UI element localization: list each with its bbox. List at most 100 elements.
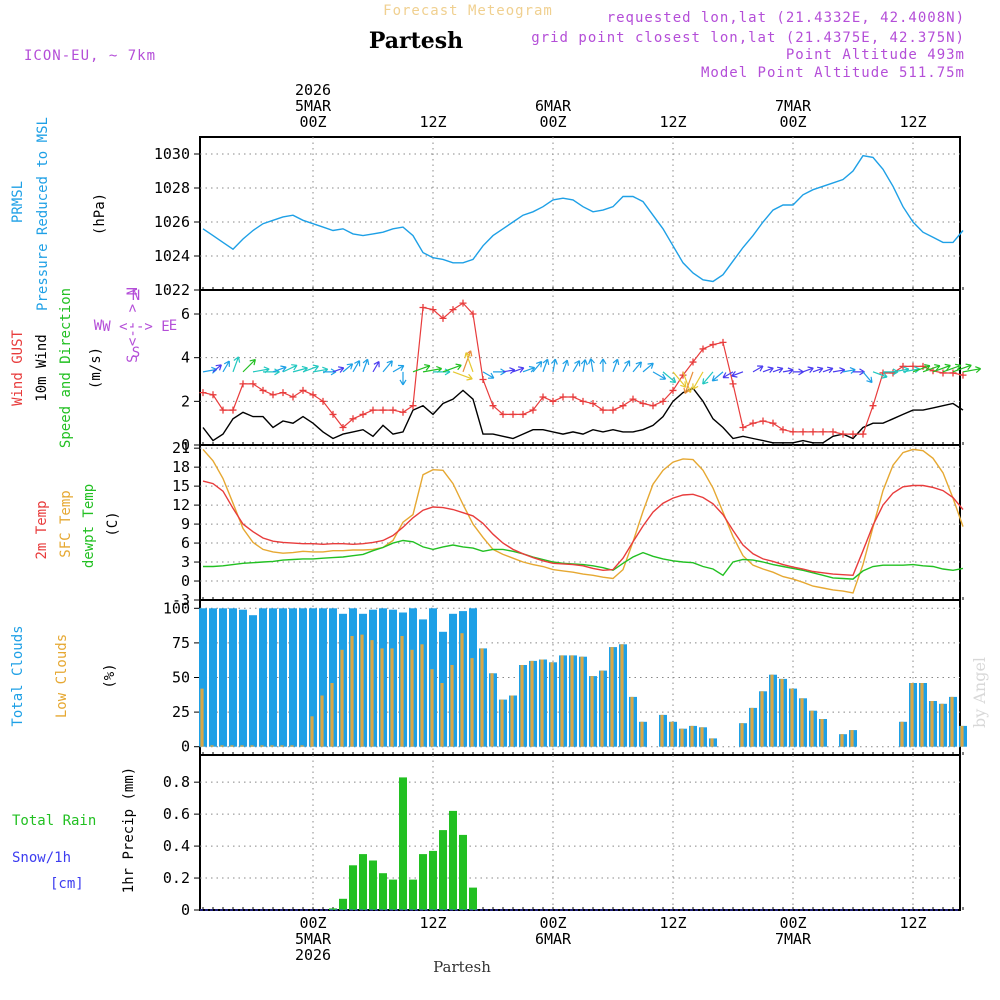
panel-gridlines — [200, 137, 960, 910]
low-cloud-bar — [540, 659, 544, 747]
low-cloud-bar — [480, 648, 484, 747]
low-cloud-bar — [700, 727, 704, 747]
wind-direction-arrow — [522, 365, 536, 373]
low-cloud-bar — [320, 695, 324, 747]
y-tick-label: 25 — [172, 703, 190, 721]
point-altitude: Point Altitude 493m — [786, 47, 965, 63]
wind-direction-arrow — [550, 358, 558, 372]
low-cloud-bar — [440, 683, 444, 747]
gust-marker — [689, 358, 697, 366]
total-cloud-bar — [269, 608, 277, 747]
low-cloud-bar — [450, 665, 454, 747]
time-label-top: 6MAR — [535, 97, 572, 115]
wind-direction-arrow — [562, 359, 569, 373]
wind-direction-arrow — [912, 364, 931, 373]
wind-direction-arrow — [642, 362, 654, 373]
wind-direction-arrow — [412, 364, 431, 373]
y-tick-label: 9 — [181, 515, 190, 533]
wind-direction-arrow — [711, 371, 724, 382]
total-cloud-bar — [319, 608, 327, 747]
gust-marker — [859, 430, 867, 438]
rain-bar — [339, 898, 347, 910]
total-cloud-bar — [259, 608, 267, 747]
gust-marker — [599, 406, 607, 414]
wind-direction-arrow — [622, 360, 631, 373]
wind-direction-arrow — [222, 360, 230, 373]
low-cloud-bar — [530, 660, 534, 747]
gust-marker — [309, 391, 317, 399]
total-cloud-bar — [239, 609, 247, 747]
gust-marker — [509, 410, 517, 418]
grid-point-coords: grid point closest lon,lat (21.4375E, 42… — [531, 30, 965, 46]
wind-direction-arrow — [272, 365, 287, 373]
wind-direction-arrow — [342, 363, 354, 373]
gust-marker — [319, 397, 327, 405]
low-cloud-bar — [590, 676, 594, 747]
wind-direction-arrow — [588, 358, 595, 372]
gust-marker — [379, 406, 387, 414]
y-tick-label: 0 — [181, 901, 190, 919]
wind-direction-arrow — [752, 365, 764, 373]
wind-speed-line — [202, 387, 964, 444]
wind-direction-arrow — [502, 367, 516, 375]
gust-marker — [269, 391, 277, 399]
gust-marker — [829, 428, 837, 436]
low-cloud-bar — [210, 745, 214, 747]
gust-marker — [429, 306, 437, 314]
total-cloud-bar — [209, 608, 217, 747]
wind-direction-arrow — [212, 364, 222, 373]
wind-direction-arrow — [702, 371, 714, 385]
gust-marker — [359, 410, 367, 418]
gust-marker — [709, 341, 717, 349]
rain-bar — [389, 879, 397, 910]
gust-marker — [559, 393, 567, 401]
time-label-top: 12Z — [899, 113, 926, 131]
gust-marker — [489, 402, 497, 410]
wind-direction-arrow — [942, 363, 962, 373]
gust-marker — [419, 303, 427, 311]
low-cloud-bar — [630, 696, 634, 747]
gust-marker — [339, 424, 347, 432]
low-cloud-bar — [460, 633, 464, 747]
gust-marker — [849, 430, 857, 438]
gust-marker — [939, 369, 947, 377]
low-cloud-bar — [640, 721, 644, 747]
time-label-top: 00Z — [299, 113, 326, 131]
requested-coords: requested lon,lat (21.4332E, 42.4008N) — [607, 10, 965, 26]
gust-marker — [299, 386, 307, 394]
gust-marker — [699, 345, 707, 353]
gust-marker — [589, 400, 597, 408]
model-point-altitude: Model Point Altitude 511.75m — [701, 65, 965, 81]
chart-marks — [199, 154, 982, 911]
wind-direction-arrow — [812, 366, 824, 374]
watermark: by Angel — [970, 657, 989, 728]
gust-marker — [649, 402, 657, 410]
compass-label-south: S — [132, 345, 140, 361]
y-tick-label: 1028 — [154, 179, 190, 197]
y-tick-label: 0.2 — [163, 869, 190, 887]
panel-frame — [199, 754, 961, 911]
label-wind-gust: Wind GUST — [10, 330, 26, 406]
label-sfc-temp: SFC Temp — [58, 490, 74, 557]
wind-direction-arrow — [282, 364, 298, 373]
temp-2m-line — [202, 480, 964, 577]
low-cloud-bar — [740, 723, 744, 747]
time-label-bottom: 12Z — [899, 914, 926, 932]
y-tick-label: 1030 — [154, 145, 190, 163]
low-cloud-bar — [340, 649, 344, 747]
rain-bar — [349, 865, 357, 910]
gust-marker — [409, 402, 417, 410]
y-tick-label: 0 — [181, 436, 190, 454]
wind-direction-arrow — [922, 364, 941, 373]
low-cloud-bar — [600, 670, 604, 747]
wind-direction-arrow — [392, 364, 405, 373]
wind-direction-arrow — [662, 371, 677, 384]
rain-bar — [449, 810, 457, 910]
compass-we-axis: W <--> E — [102, 319, 169, 335]
total-cloud-bar — [289, 608, 297, 747]
label-speed-direction: Speed and Direction — [58, 288, 74, 448]
low-cloud-bar — [400, 636, 404, 747]
y-tick-label: 75 — [172, 634, 190, 652]
total-cloud-bar — [249, 615, 257, 747]
panel-frames — [199, 136, 961, 911]
